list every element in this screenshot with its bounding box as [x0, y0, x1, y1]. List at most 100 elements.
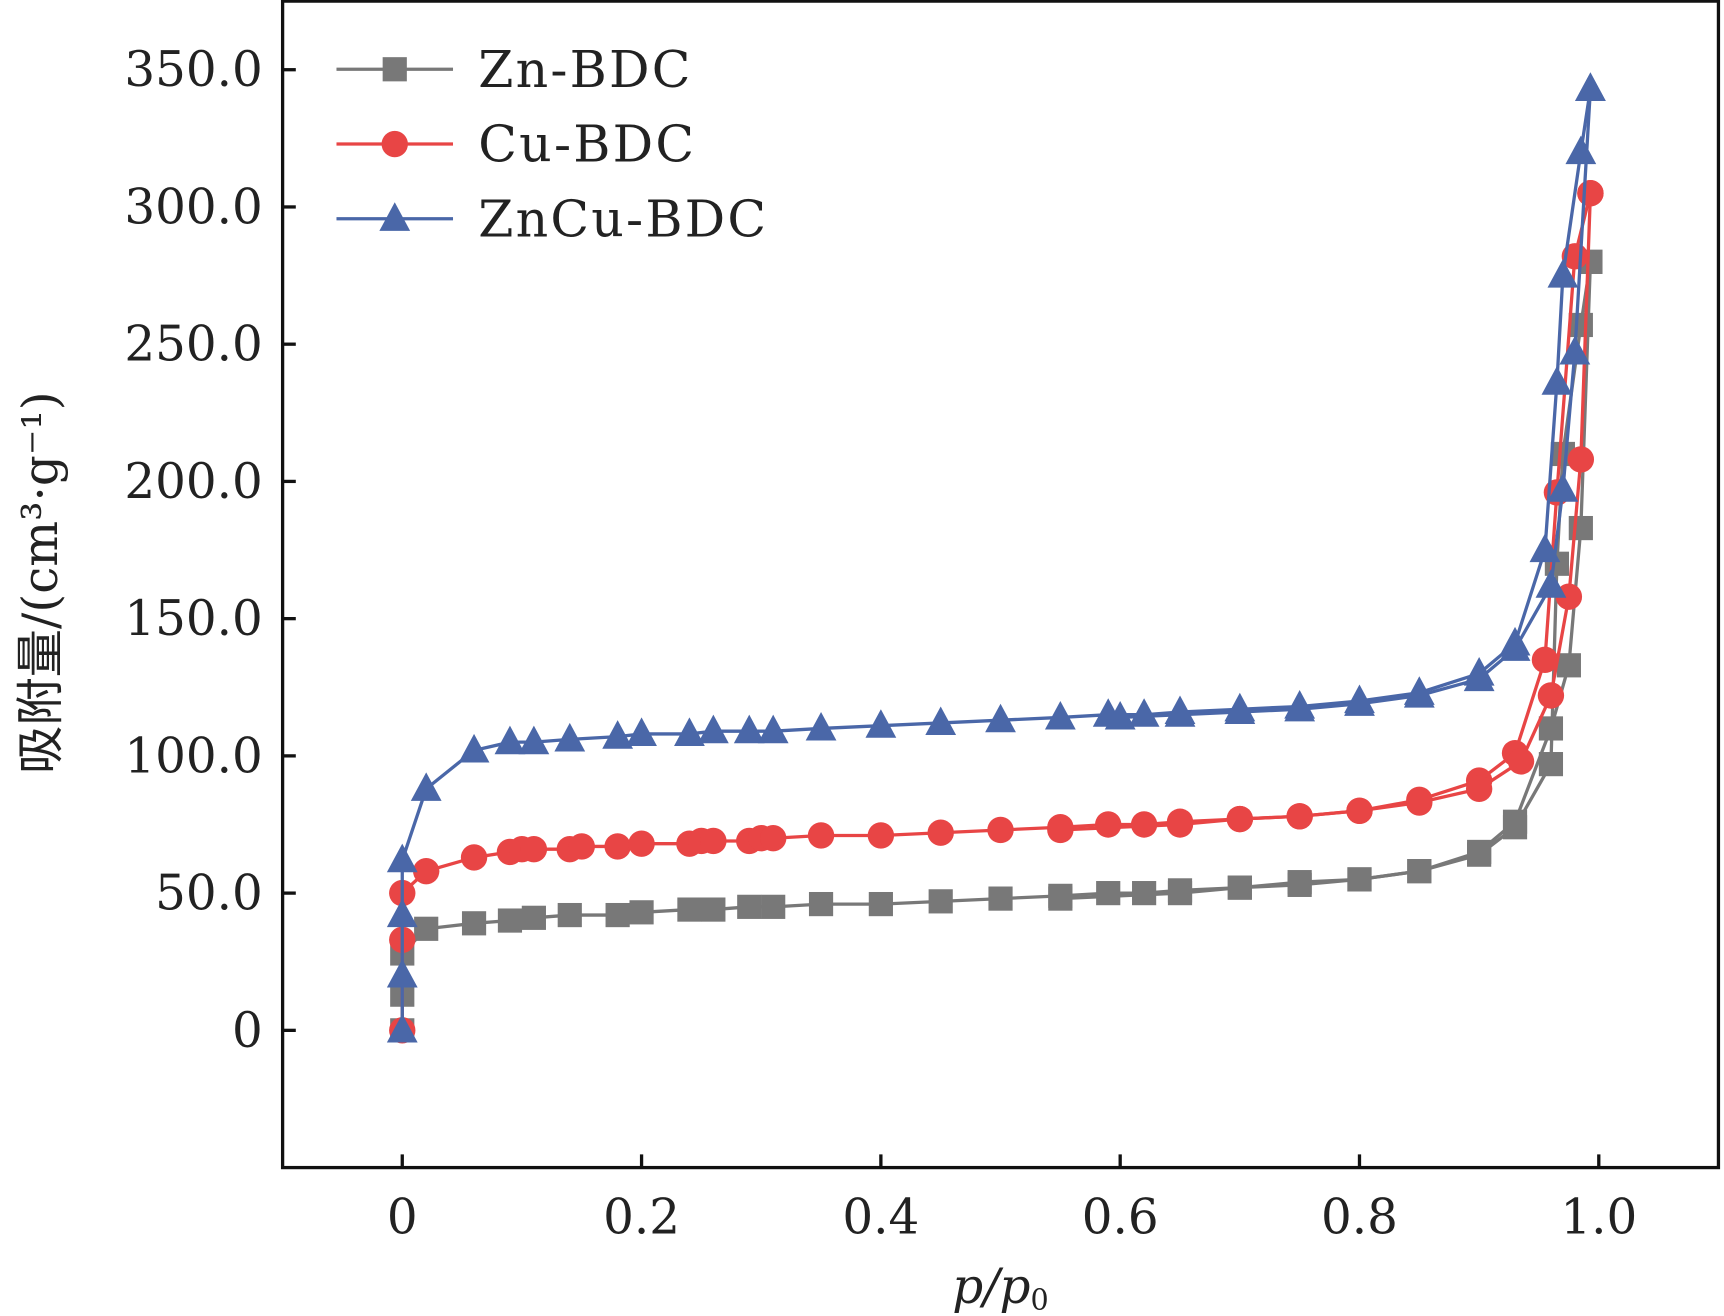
zncu-bdc-adsorption-point [386, 843, 418, 873]
legend: Zn-BDC Cu-BDC ZnCu-BDC [336, 40, 768, 248]
zncu-bdc-desorption-point [1559, 335, 1591, 365]
zncu-bdc-adsorption-point [1529, 533, 1561, 563]
zn-bdc-adsorption-point [701, 897, 726, 922]
y-tick-label: 250.0 [124, 317, 262, 373]
zncu-bdc-adsorption-point [1044, 700, 1076, 730]
zncu-bdc-desorption-point [1344, 687, 1375, 716]
y-axis-label: 吸附量/(cm³·g⁻¹) [13, 391, 69, 774]
zncu-bdc-desorption-point [1284, 692, 1316, 722]
zncu-bdc-adsorption-point [494, 725, 526, 755]
zn-bdc-adsorption-point [497, 908, 523, 933]
zn-bdc-adsorption-point [629, 900, 654, 925]
y-tick-label: 350.0 [124, 42, 262, 98]
y-tick-label: 300.0 [124, 179, 262, 235]
zncu-bdc-adsorption-point [865, 709, 897, 738]
plot-frame [280, 0, 1721, 1170]
zn-bdc-desorption-point [1167, 881, 1193, 906]
zn-bdc-adsorption-point [557, 902, 582, 928]
cu-bdc-desorption-point [1577, 180, 1604, 207]
x-tick-label: 0.4 [842, 1190, 919, 1246]
zn-bdc-adsorption-point [988, 886, 1013, 911]
zncu-bdc-adsorption-line [400, 88, 1593, 1031]
x-tick-label: 1.0 [1560, 1190, 1637, 1246]
zncu-bdc-adsorption-point [733, 714, 765, 744]
zn-bdc-desorption-line [1060, 261, 1593, 901]
zn-bdc-desorption-point [1467, 839, 1492, 865]
zncu-bdc-adsorption-point [602, 720, 634, 749]
zncu-bdc-adsorption-point [554, 722, 586, 752]
zn-bdc-adsorption-point [1096, 881, 1121, 906]
zn-bdc-adsorption-point [928, 889, 953, 914]
x-axis-label-sub: 0 [1031, 1282, 1049, 1316]
zn-bdc-desorption-point [1048, 886, 1073, 911]
zncu-bdc-adsorption-point [674, 717, 705, 747]
legend-label-cu-bdc: Cu-BDC [478, 115, 696, 174]
legend-label-zncu-bdc: ZnCu-BDC [478, 189, 768, 248]
zncu-bdc-desorption-point [1535, 569, 1567, 598]
zn-bdc-desorption-point [1568, 515, 1593, 541]
cu-bdc-desorption-point [1226, 805, 1254, 833]
cu-bdc-adsorption-point [807, 822, 835, 849]
legend-marker-zn-bdc [382, 57, 407, 82]
zncu-bdc-adsorption-point [1565, 135, 1597, 165]
zncu-bdc-adsorption-point [410, 772, 442, 801]
zn-bdc-desorption-point [1347, 867, 1372, 892]
cu-bdc-adsorption-point [759, 825, 787, 852]
x-axis-label-main: p/p [952, 1259, 1030, 1315]
cu-bdc-desorption-point [1537, 682, 1565, 709]
zncu-bdc-adsorption-point [985, 703, 1016, 733]
cu-bdc-desorption-point [1567, 446, 1595, 473]
y-tick-label: 200.0 [124, 454, 262, 510]
cu-bdc-desorption-line [1060, 193, 1593, 832]
zn-bdc-adsorption-point [868, 891, 893, 917]
cu-bdc-adsorption-point [1531, 646, 1559, 674]
cu-bdc-adsorption-point [412, 857, 440, 885]
cu-bdc-adsorption-point [460, 844, 488, 871]
zn-bdc-adsorption-point [677, 897, 702, 922]
cu-bdc-adsorption-point [927, 819, 954, 846]
zncu-bdc-adsorption-point [386, 898, 418, 928]
cu-bdc-desorption-point [1346, 797, 1373, 824]
x-tick-label: 0.2 [603, 1190, 680, 1246]
zn-bdc-desorption-point [1407, 859, 1432, 884]
cu-bdc-desorption-point [1166, 811, 1194, 838]
legend-marker-zncu-bdc [379, 202, 411, 231]
zncu-bdc-adsorption-point [697, 714, 729, 744]
series-zn-bdc [390, 249, 1603, 1043]
zncu-bdc-adsorption-point [1128, 698, 1160, 727]
cu-bdc-adsorption-point [1130, 811, 1158, 838]
zncu-bdc-adsorption-point [757, 714, 789, 744]
cu-bdc-adsorption-point [867, 822, 895, 849]
cu-bdc-desorption-point [1406, 789, 1433, 816]
cu-bdc-desorption-point [1555, 583, 1583, 610]
x-tick-label: 0 [387, 1190, 418, 1246]
zn-bdc-adsorption-point [605, 902, 630, 928]
legend-label-zn-bdc: Zn-BDC [478, 40, 692, 99]
zncu-bdc-adsorption-point [458, 733, 490, 763]
zncu-bdc-adsorption-point [626, 717, 657, 747]
zn-bdc-adsorption-point [521, 905, 546, 930]
cu-bdc-adsorption-point [987, 816, 1014, 844]
cu-bdc-desorption-point [1286, 803, 1313, 830]
series-zncu-bdc [386, 72, 1606, 1043]
cu-bdc-desorption-point [1507, 748, 1535, 775]
cu-bdc-adsorption-point [1095, 811, 1122, 838]
zn-bdc-adsorption-point [1538, 752, 1564, 777]
zn-bdc-desorption-point [1227, 875, 1252, 900]
cu-bdc-adsorption-point [628, 830, 655, 857]
zncu-bdc-adsorption-point [805, 711, 837, 741]
cu-bdc-adsorption-point [520, 836, 548, 863]
zncu-bdc-desorption-point [1403, 679, 1435, 708]
x-tick-label: 0.6 [1082, 1190, 1159, 1246]
zn-bdc-adsorption-point [808, 891, 834, 917]
zncu-bdc-desorption-point [1164, 698, 1196, 727]
zncu-bdc-adsorption-point [1541, 366, 1573, 395]
zncu-bdc-desorption-point [1224, 695, 1256, 725]
zncu-bdc-adsorption-point [1547, 259, 1579, 288]
zn-bdc-adsorption-point [761, 894, 786, 919]
cu-bdc-desorption-point [1047, 816, 1074, 844]
cu-bdc-adsorption-point [568, 833, 595, 860]
zn-bdc-adsorption-point [461, 911, 487, 936]
zncu-bdc-desorption-point [1463, 662, 1495, 692]
